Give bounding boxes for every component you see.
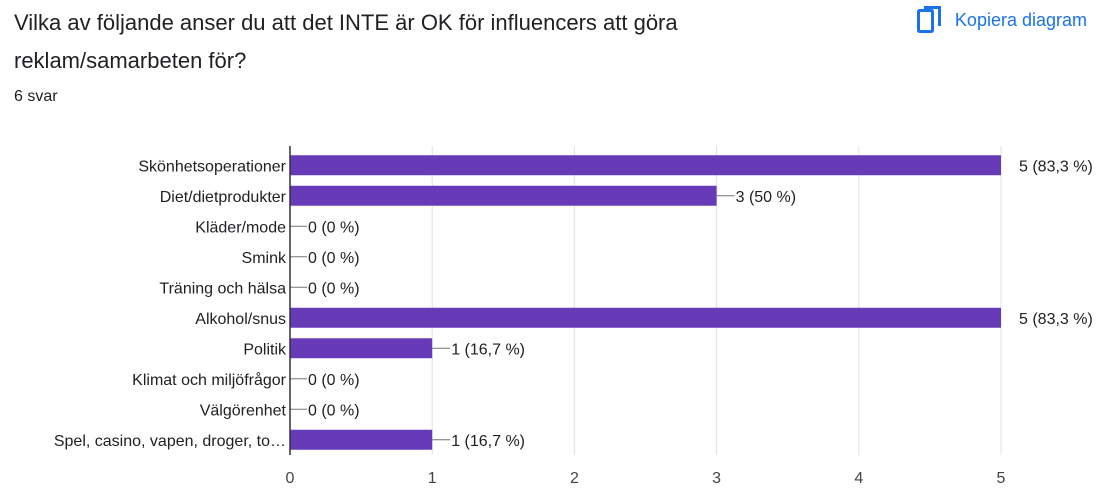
category-label: Klimat och miljöfrågor: [132, 371, 287, 389]
copy-chart-label: Kopiera diagram: [954, 9, 1087, 30]
category-label: Politik: [243, 341, 287, 358]
category-label: Spel, casino, vapen, droger, to…: [54, 433, 286, 450]
bar-chart-svg: Skönhetsoperationer 5 (83,3 %) Diet/dietpr…: [54, 146, 1093, 487]
data-label: 5 (83,3 %): [1019, 311, 1093, 328]
category-label: Skönhetsoperationer: [138, 158, 286, 175]
x-tick-label: 2: [570, 470, 579, 487]
bar: [290, 429, 433, 450]
copy-icon: [916, 6, 941, 34]
data-label: 1 (16,7 %): [451, 433, 525, 450]
category-label: Alkohol/snus: [195, 311, 286, 328]
data-label: 0 (0 %): [308, 280, 360, 297]
category-label: Diet/dietprodukter: [160, 189, 287, 206]
data-label: 5 (83,3 %): [1019, 158, 1093, 175]
data-label: 0 (0 %): [308, 402, 360, 419]
category-label: Välgörenhet: [200, 402, 287, 419]
category-label: Kläder/mode: [195, 219, 286, 236]
x-tick-label: 1: [428, 470, 437, 487]
x-tick-label: 3: [712, 470, 721, 487]
response-count: 6 svar: [14, 88, 58, 105]
data-label: 0 (0 %): [308, 250, 360, 267]
question-title: Vilka av följande anser du att det INTE …: [14, 10, 678, 73]
bar: [290, 185, 717, 206]
x-tick-label: 4: [854, 470, 863, 487]
data-label: 1 (16,7 %): [451, 341, 525, 358]
bar: [290, 338, 433, 359]
data-label: 0 (0 %): [308, 219, 360, 236]
x-tick-label: 5: [997, 470, 1006, 487]
bar-chart: Skönhetsoperationer 5 (83,3 %) Diet/dietpr…: [0, 140, 1117, 496]
category-label: Smink: [242, 250, 287, 267]
bar: [290, 155, 1001, 176]
x-tick-label: 0: [286, 470, 295, 487]
bar: [290, 307, 1001, 328]
copy-chart-button[interactable]: Kopiera diagram: [911, 2, 1093, 38]
data-label: 0 (0 %): [308, 372, 360, 389]
data-label: 3 (50 %): [736, 189, 796, 206]
category-label: Träning och hälsa: [159, 280, 286, 297]
